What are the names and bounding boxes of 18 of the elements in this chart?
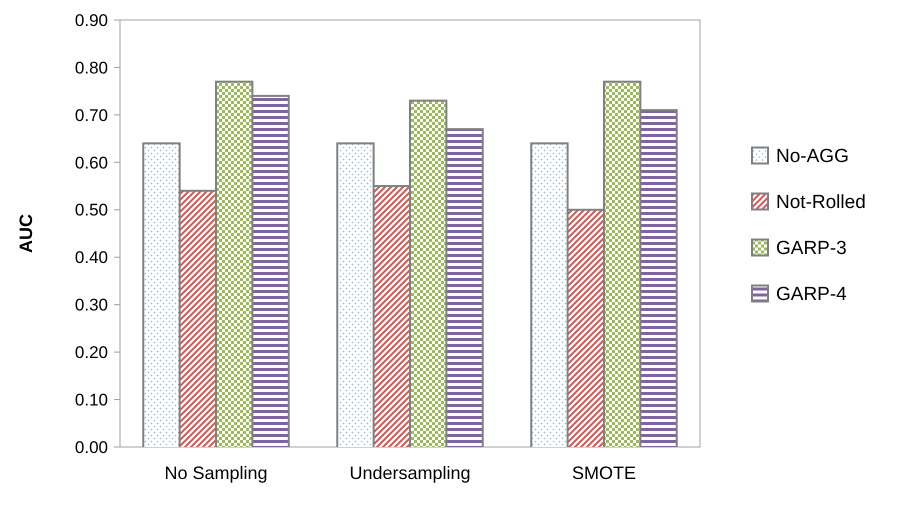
x-tick-label: SMOTE	[572, 463, 636, 483]
legend-label: GARP-4	[776, 284, 848, 306]
x-tick-label: No Sampling	[164, 463, 268, 483]
y-tick-label: 0.20	[74, 343, 108, 362]
y-tick-label: 0.30	[74, 296, 108, 315]
y-tick-label: 0.70	[74, 106, 108, 125]
y-tick-label: 0.60	[74, 153, 108, 172]
legend-label: No-AGG	[776, 146, 849, 168]
y-tick-label: 0.00	[74, 438, 108, 457]
legend-label: Not-Rolled	[776, 192, 866, 214]
y-tick-label: 0.80	[74, 58, 108, 78]
y-tick-label: 0.10	[74, 390, 108, 410]
y-axis-title: AUC	[16, 214, 36, 253]
y-tick-label: 0.50	[74, 200, 108, 220]
y-tick-label: 0.40	[74, 248, 108, 268]
y-tick-label: 0.90	[74, 10, 108, 30]
legend-label: GARP-3	[776, 238, 847, 260]
x-tick-label: Undersampling	[349, 463, 471, 483]
